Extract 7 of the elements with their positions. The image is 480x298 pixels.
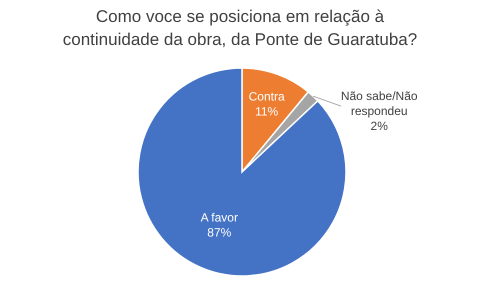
chart-title: Como voce se posiciona em relação à continuidade da obra, da Ponte de Guaratuba? xyxy=(62,7,418,49)
slice-label: Contra xyxy=(248,90,285,104)
data-label: 87% xyxy=(207,225,232,240)
slice-label: A favor xyxy=(200,210,238,224)
slice-label: Não sabe/Não respondeu xyxy=(340,89,418,118)
data-label: 11% xyxy=(255,104,279,119)
data-label: 2% xyxy=(370,119,388,134)
